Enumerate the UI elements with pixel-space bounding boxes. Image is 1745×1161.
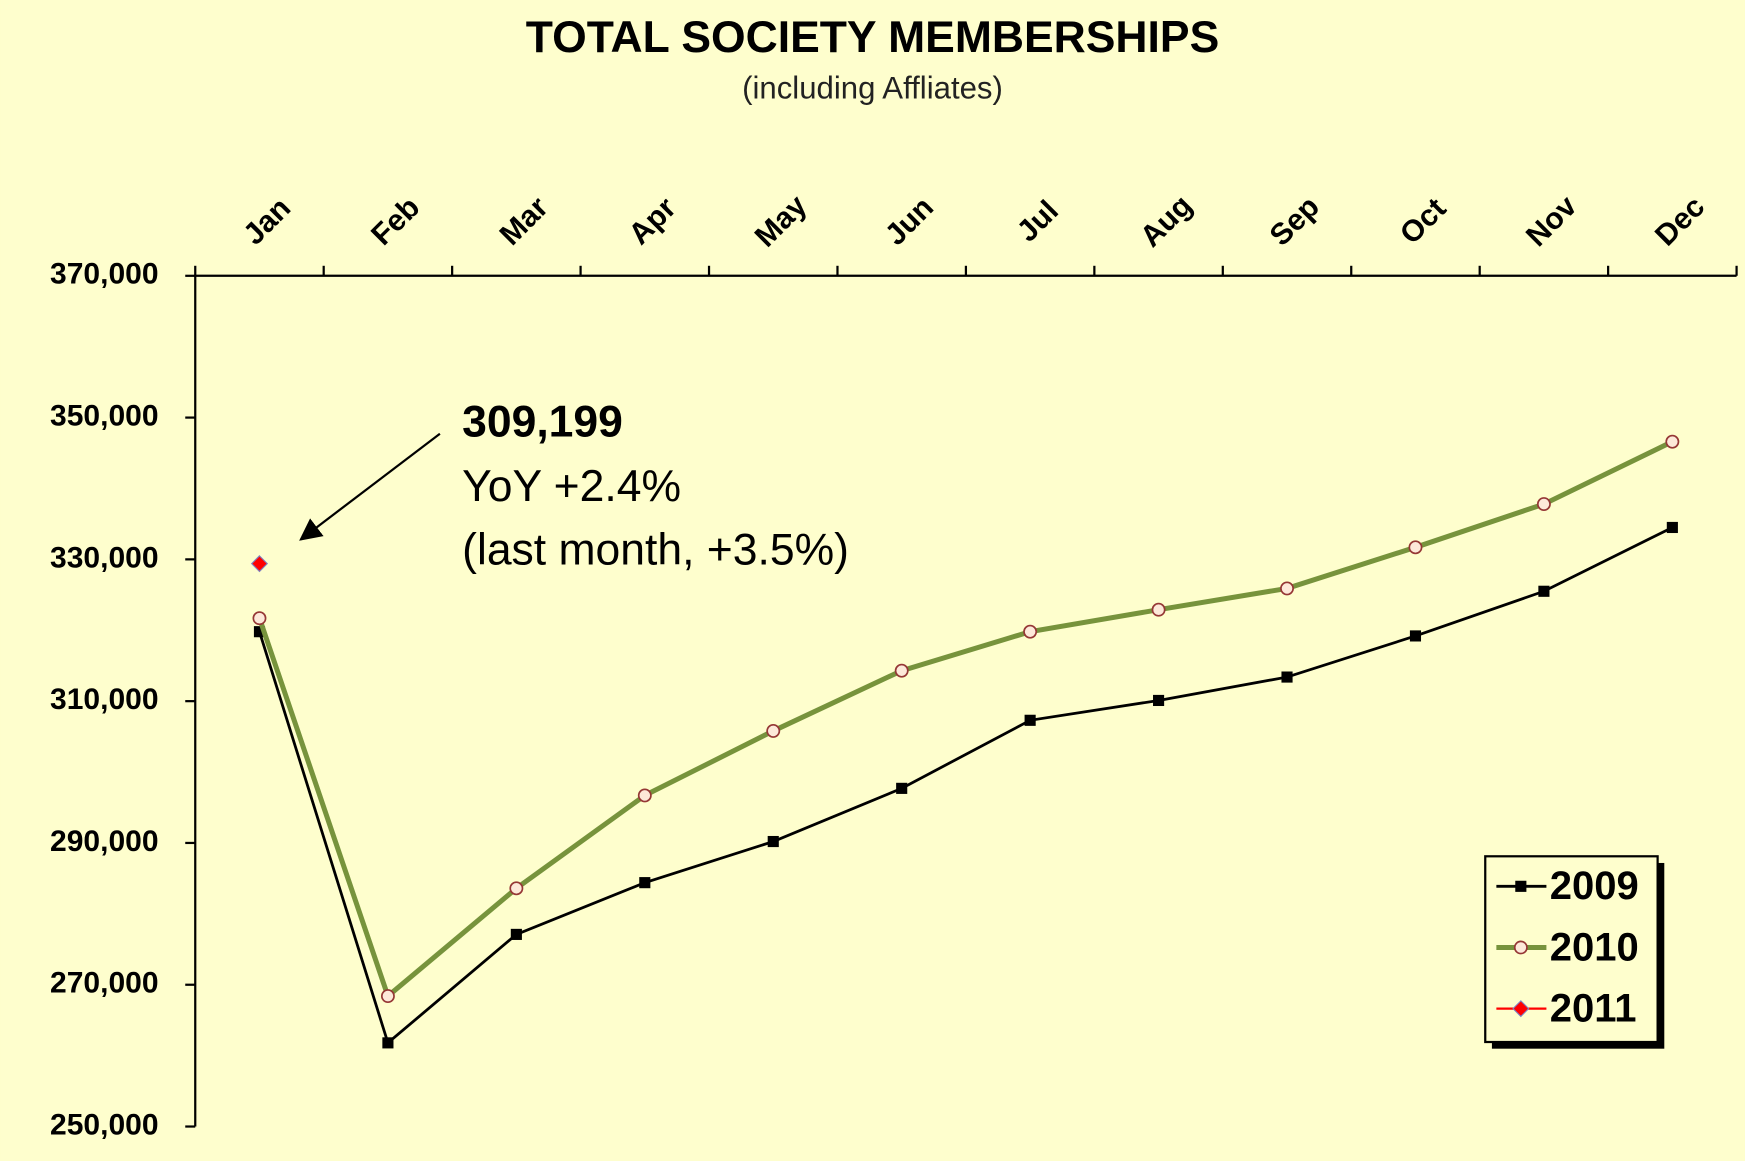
legend-label: 2011 bbox=[1550, 986, 1637, 1030]
marker bbox=[1280, 581, 1294, 596]
legend-label: 2009 bbox=[1550, 864, 1639, 908]
series-line bbox=[258, 526, 1673, 1046]
marker bbox=[637, 788, 652, 803]
marker bbox=[1024, 714, 1036, 726]
legend-marker bbox=[1513, 940, 1528, 955]
marker bbox=[252, 611, 267, 626]
annotation-line: YoY +2.4% bbox=[462, 462, 681, 511]
marker bbox=[382, 1037, 394, 1049]
y-tick-label: 250,000 bbox=[50, 1108, 159, 1141]
y-tick-label: 370,000 bbox=[50, 258, 159, 291]
y-tick-label: 310,000 bbox=[50, 683, 159, 716]
marker bbox=[250, 555, 269, 573]
marker bbox=[1151, 602, 1166, 617]
marker bbox=[896, 782, 908, 794]
marker bbox=[1538, 585, 1550, 597]
marker bbox=[380, 989, 395, 1004]
annotation-line: (last month, +3.5%) bbox=[462, 525, 849, 574]
y-tick-label: 290,000 bbox=[50, 825, 159, 858]
marker bbox=[1153, 694, 1165, 707]
marker bbox=[1409, 630, 1422, 642]
y-tick-label: 270,000 bbox=[50, 967, 159, 1000]
marker bbox=[766, 723, 781, 738]
marker bbox=[253, 626, 266, 638]
series-line bbox=[257, 439, 1674, 1001]
marker bbox=[1023, 624, 1038, 639]
annotation-arrow bbox=[299, 432, 441, 541]
marker bbox=[1408, 540, 1423, 555]
marker bbox=[1536, 497, 1551, 512]
legend-marker bbox=[1512, 1000, 1530, 1018]
marker bbox=[1665, 434, 1680, 449]
chart-title: TOTAL SOCIETY MEMBERSHIPS bbox=[526, 13, 1219, 62]
annotation-value: 309,199 bbox=[462, 398, 623, 447]
marker bbox=[510, 928, 522, 940]
legend-label: 2010 bbox=[1550, 925, 1639, 969]
marker bbox=[894, 663, 909, 678]
marker bbox=[1281, 671, 1293, 683]
marker bbox=[767, 835, 779, 848]
legend-marker bbox=[1515, 880, 1527, 892]
y-tick-label: 330,000 bbox=[50, 541, 159, 574]
marker bbox=[509, 881, 524, 896]
marker bbox=[1666, 521, 1678, 534]
marker bbox=[639, 877, 651, 889]
chart-subtitle: (including Affliates) bbox=[742, 70, 1003, 105]
y-tick-label: 350,000 bbox=[50, 400, 159, 433]
